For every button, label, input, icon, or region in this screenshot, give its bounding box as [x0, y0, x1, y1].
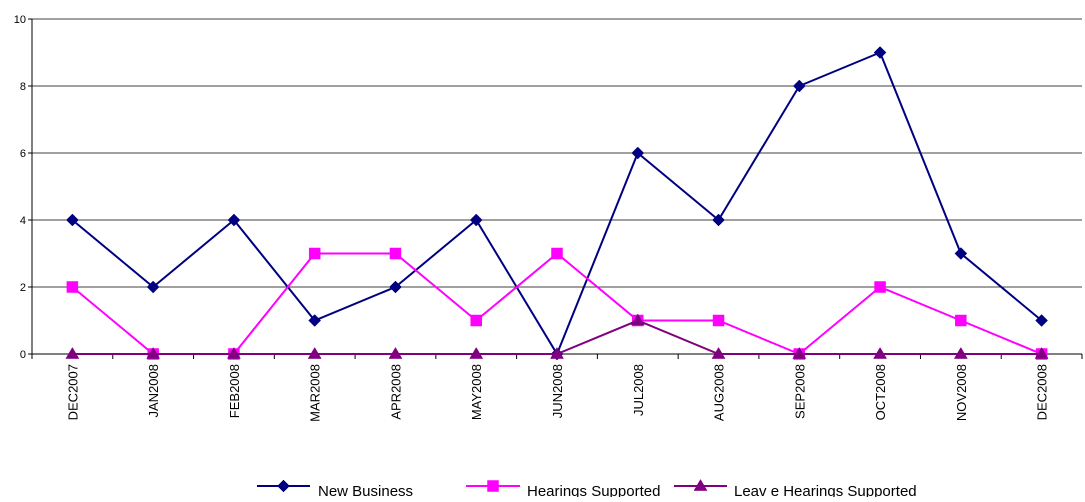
data-point	[711, 347, 726, 359]
series-1	[66, 46, 1048, 361]
data-point	[469, 347, 484, 359]
x-tick-label: APR2008	[388, 364, 403, 420]
x-tick-label: AUG2008	[712, 364, 727, 421]
y-tick-label: 0	[20, 349, 26, 361]
x-tick-label: MAR2008	[308, 364, 323, 422]
series-3	[65, 313, 1049, 359]
legend-swatch-marker	[277, 479, 290, 493]
data-point	[953, 347, 968, 359]
x-tick-label: NOV2008	[954, 364, 969, 421]
legend: New Business Hearings Supported Leav e Hea…	[257, 479, 917, 500]
data-point	[388, 347, 403, 359]
x-tick-label: SEP2008	[792, 364, 807, 419]
data-point	[550, 347, 564, 359]
data-point	[1034, 347, 1049, 359]
data-point	[631, 146, 645, 160]
legend-swatch-marker	[487, 480, 499, 492]
x-axis-ticks: DEC2007 JAN2008 FEB2008 MAR2008 APR2008 MAY20…	[31, 354, 1083, 422]
data-point	[712, 213, 725, 227]
x-tick-label: FEB2008	[227, 364, 242, 418]
data-point	[469, 213, 483, 227]
data-point	[792, 79, 806, 93]
data-point	[308, 247, 321, 260]
y-tick-label: 2	[20, 282, 26, 294]
data-point	[389, 247, 402, 260]
series-2	[66, 247, 1048, 360]
legend-item: New Business	[257, 479, 413, 500]
data-point	[146, 280, 160, 294]
data-point	[955, 314, 967, 327]
y-tick-label: 8	[20, 81, 26, 93]
x-tick-label: JAN2008	[146, 364, 161, 417]
legend-item: Leav e Hearings Supported	[674, 479, 917, 500]
data-point	[66, 213, 79, 227]
data-point	[389, 280, 402, 294]
data-point	[792, 347, 807, 359]
gridlines	[32, 18, 1082, 288]
data-point	[66, 281, 79, 293]
legend-item: Hearings Supported	[466, 480, 660, 500]
data-point	[308, 314, 322, 327]
legend-swatch-marker	[693, 479, 708, 491]
x-tick-label: MAY2008	[469, 364, 484, 420]
x-tick-label: DEC2008	[1035, 364, 1050, 420]
x-tick-label: OCT2008	[873, 364, 888, 420]
series-line	[71, 252, 1042, 356]
data-point	[551, 247, 563, 260]
data-point	[470, 314, 482, 327]
data-point	[146, 347, 161, 359]
y-tick-label: 10	[14, 14, 26, 26]
data-point	[65, 347, 80, 359]
y-tick-label: 4	[20, 215, 26, 227]
data-point	[1035, 314, 1048, 327]
data-point	[307, 347, 322, 359]
data-point	[873, 46, 887, 59]
series-line	[71, 51, 1043, 357]
data-point	[874, 281, 886, 293]
legend-label: Hearings Supported	[527, 483, 660, 497]
data-point	[630, 313, 645, 326]
y-axis-ticks: 0 2 4 6 8 10	[14, 14, 32, 361]
data-point	[873, 347, 888, 359]
x-tick-label: JUN2008	[550, 364, 565, 418]
legend-label: Leav e Hearings Supported	[734, 483, 917, 497]
data-point	[712, 314, 725, 327]
data-point	[954, 247, 968, 260]
x-tick-label: JUL2008	[631, 364, 646, 416]
legend-label: New Business	[318, 483, 413, 497]
x-tick-label: DEC2007	[65, 364, 80, 420]
data-point	[226, 347, 241, 359]
y-tick-label: 6	[20, 148, 26, 160]
data-point	[227, 213, 241, 227]
